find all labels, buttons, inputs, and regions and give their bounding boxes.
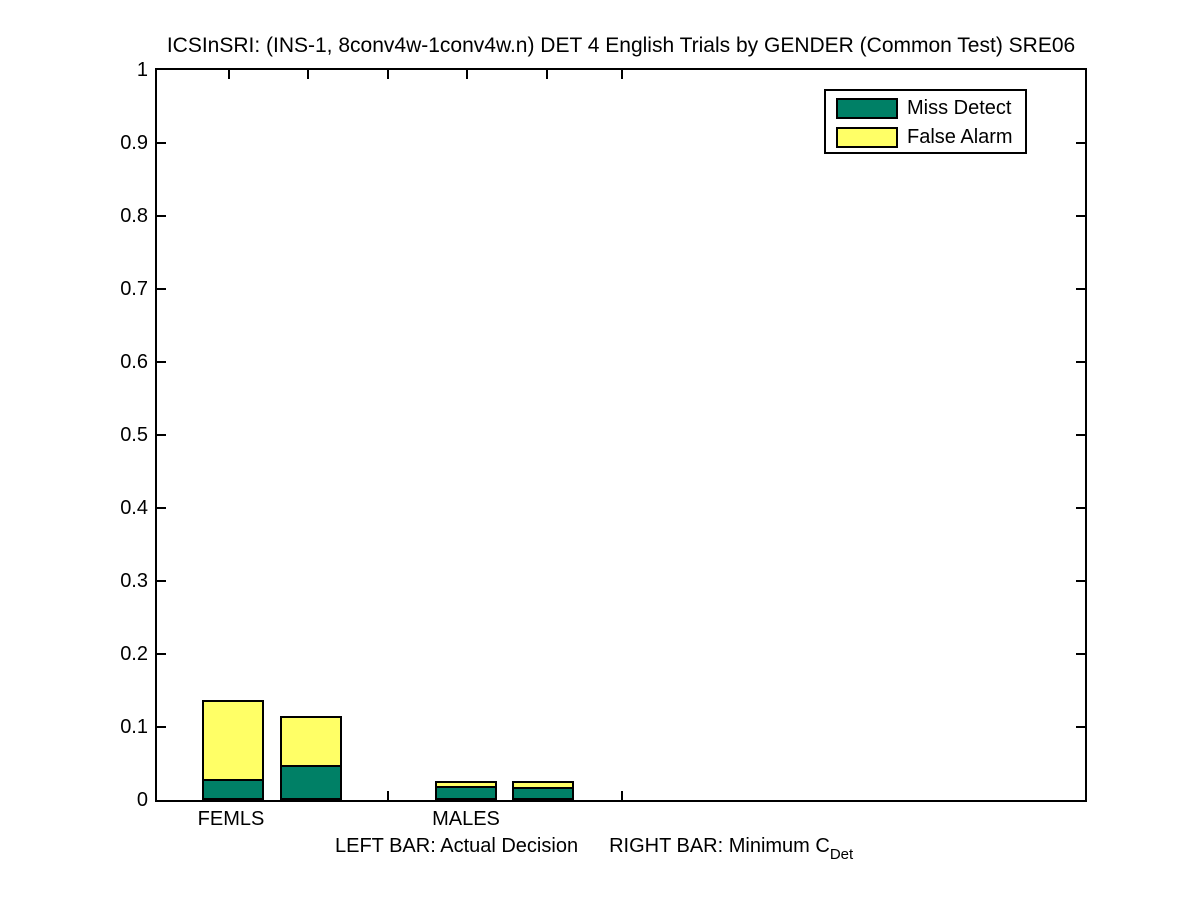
y-tick-label: 0.6 bbox=[120, 351, 148, 373]
x-category-label: FEMLS bbox=[197, 808, 265, 830]
bar-segment-miss-detect bbox=[202, 779, 264, 800]
x-tick-bottom bbox=[387, 791, 389, 800]
x-tick-top bbox=[228, 70, 230, 79]
x-category-label: MALES bbox=[432, 808, 500, 830]
y-tick-label: 0.1 bbox=[120, 716, 148, 738]
bar-segment-false-alarm bbox=[512, 781, 574, 789]
x-tick-top bbox=[466, 70, 468, 79]
caption-right-bar-subscript: Det bbox=[829, 846, 854, 863]
y-tick-right bbox=[1076, 288, 1085, 290]
y-tick-left bbox=[157, 361, 166, 363]
legend-label-miss-detect: Miss Detect bbox=[907, 97, 1012, 119]
legend-swatch-false-alarm bbox=[836, 127, 898, 148]
caption-right-bar: RIGHT BAR: Minimum C bbox=[609, 835, 830, 857]
y-tick-right bbox=[1076, 142, 1085, 144]
x-tick-top bbox=[307, 70, 309, 79]
bar-segment-false-alarm bbox=[280, 716, 342, 767]
y-tick-left bbox=[157, 653, 166, 655]
legend-label-false-alarm: False Alarm bbox=[907, 126, 1013, 148]
y-tick-label: 0 bbox=[136, 789, 148, 811]
bar-meaning-caption: LEFT BAR: Actual Decision RIGHT BAR: Mini… bbox=[335, 835, 853, 863]
y-tick-label: 0.9 bbox=[120, 132, 148, 154]
plot-area bbox=[155, 68, 1087, 802]
legend-swatch-miss-detect bbox=[836, 98, 898, 119]
x-tick-bottom bbox=[621, 791, 623, 800]
y-tick-left bbox=[157, 288, 166, 290]
y-tick-label: 0.7 bbox=[120, 278, 148, 300]
y-tick-label: 0.5 bbox=[120, 424, 148, 446]
y-tick-right bbox=[1076, 215, 1085, 217]
y-tick-left bbox=[157, 726, 166, 728]
bar-segment-miss-detect bbox=[280, 765, 342, 800]
y-tick-left bbox=[157, 580, 166, 582]
bar-segment-false-alarm bbox=[435, 781, 497, 788]
y-tick-left bbox=[157, 434, 166, 436]
y-tick-label: 0.4 bbox=[120, 497, 148, 519]
y-tick-right bbox=[1076, 507, 1085, 509]
x-tick-top bbox=[546, 70, 548, 79]
y-tick-label: 0.3 bbox=[120, 570, 148, 592]
chart-title: ICSInSRI: (INS-1, 8conv4w-1conv4w.n) DET… bbox=[166, 34, 1076, 57]
bar-segment-false-alarm bbox=[202, 700, 264, 781]
y-tick-right bbox=[1076, 580, 1085, 582]
y-tick-left bbox=[157, 507, 166, 509]
caption-left-bar: LEFT BAR: Actual Decision bbox=[335, 835, 579, 857]
y-tick-right bbox=[1076, 726, 1085, 728]
y-tick-right bbox=[1076, 653, 1085, 655]
x-tick-top bbox=[621, 70, 623, 79]
y-tick-left bbox=[157, 215, 166, 217]
y-tick-label: 0.8 bbox=[120, 205, 148, 227]
bar-segment-miss-detect bbox=[435, 786, 497, 800]
y-tick-left bbox=[157, 142, 166, 144]
legend: Miss Detect False Alarm bbox=[824, 89, 1027, 154]
y-tick-label: 1 bbox=[136, 59, 148, 81]
x-tick-top bbox=[387, 70, 389, 79]
y-tick-label: 0.2 bbox=[120, 643, 148, 665]
y-tick-right bbox=[1076, 434, 1085, 436]
y-tick-right bbox=[1076, 361, 1085, 363]
